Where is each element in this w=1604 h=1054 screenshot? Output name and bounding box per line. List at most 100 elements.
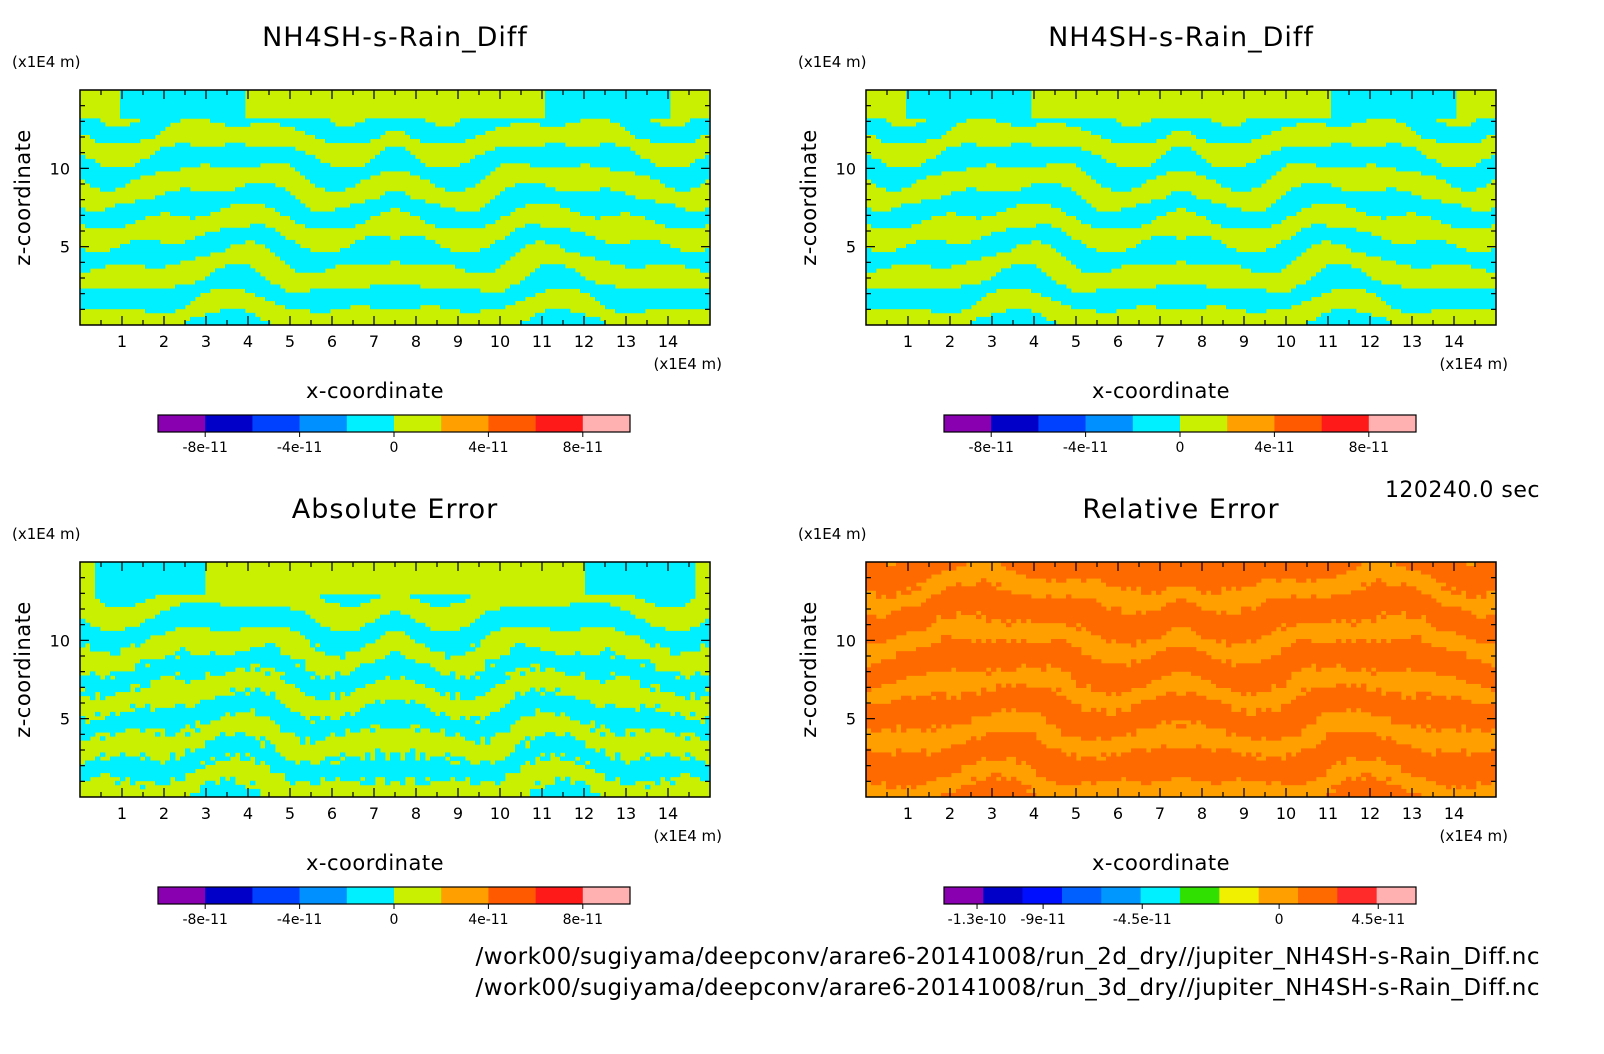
heatmap-cell bbox=[1291, 699, 1472, 705]
heatmap-cell bbox=[1406, 610, 1472, 616]
heatmap-cell bbox=[1321, 312, 1372, 318]
heatmap-cell bbox=[650, 138, 696, 144]
heatmap-cell bbox=[560, 756, 576, 761]
heatmap-cell bbox=[380, 724, 411, 729]
heatmap-cell bbox=[255, 239, 296, 245]
heatmap-cell bbox=[1211, 679, 1287, 684]
heatmap-cell bbox=[645, 752, 651, 757]
y-tick-label: 10 bbox=[836, 159, 856, 178]
heatmap-cell bbox=[1091, 707, 1097, 713]
heatmap-cell bbox=[95, 562, 206, 567]
heatmap-cell bbox=[245, 667, 251, 672]
heatmap-cell bbox=[555, 687, 561, 693]
heatmap-cell bbox=[1176, 724, 1187, 729]
heatmap-cell bbox=[866, 175, 927, 180]
heatmap-cell bbox=[130, 239, 161, 245]
heatmap-cell bbox=[150, 663, 251, 668]
heatmap-cell bbox=[1191, 720, 1197, 725]
heatmap-cell bbox=[1356, 776, 1362, 782]
heatmap-cell bbox=[1281, 239, 1322, 245]
heatmap-cell bbox=[495, 146, 631, 152]
heatmap-cell bbox=[1326, 732, 1377, 737]
heatmap-cell bbox=[1281, 707, 1347, 713]
x-tick-label: 7 bbox=[369, 332, 379, 351]
heatmap-cell bbox=[971, 320, 1057, 326]
heatmap-cell bbox=[1286, 756, 1347, 761]
heatmap-cell bbox=[1156, 651, 1207, 656]
x-axis-label: x-coordinate bbox=[306, 851, 444, 875]
heatmap-cell bbox=[1136, 243, 1227, 249]
heatmap-cell bbox=[1481, 158, 1497, 164]
heatmap-cell bbox=[80, 772, 101, 778]
heatmap-cell bbox=[310, 288, 481, 293]
heatmap-cell bbox=[545, 110, 671, 115]
heatmap-cell bbox=[305, 175, 371, 180]
heatmap-cell bbox=[936, 154, 1102, 160]
source-file-path-2d: /work00/sugiyama/deepconv/arare6-2014100… bbox=[475, 944, 1540, 970]
heatmap-cell bbox=[480, 720, 516, 725]
heatmap-cell bbox=[1336, 683, 1347, 688]
heatmap-cell bbox=[996, 683, 1002, 688]
heatmap-cell bbox=[1461, 187, 1477, 192]
heatmap-cell bbox=[95, 756, 101, 761]
x-unit-label: (x1E4 m) bbox=[1439, 827, 1508, 845]
heatmap-cell bbox=[470, 158, 651, 164]
heatmap-cell bbox=[700, 776, 711, 782]
heatmap-cell bbox=[95, 590, 206, 595]
heatmap-cell bbox=[695, 671, 701, 676]
heatmap-cell bbox=[360, 626, 431, 632]
x-tick-label: 2 bbox=[159, 804, 169, 823]
heatmap-cell bbox=[1261, 602, 1442, 607]
heatmap-cell bbox=[460, 162, 501, 168]
heatmap-cell bbox=[1266, 780, 1272, 786]
heatmap-cell bbox=[170, 211, 211, 216]
heatmap-cell bbox=[986, 732, 1037, 737]
heatmap-cell bbox=[1226, 732, 1232, 737]
heatmap-cell bbox=[85, 760, 161, 765]
heatmap-cell bbox=[1386, 187, 1397, 192]
heatmap-cell bbox=[1366, 586, 1417, 591]
heatmap-cell bbox=[390, 610, 401, 616]
heatmap-cell bbox=[410, 699, 416, 705]
heatmap-cell bbox=[585, 764, 711, 770]
heatmap-cell bbox=[695, 695, 701, 701]
colorbar: -8e-11 -4e-11 0 4e-11 8e-11 bbox=[157, 414, 631, 456]
heatmap-cell bbox=[986, 618, 992, 624]
heatmap-cell bbox=[615, 655, 626, 660]
heatmap-cell bbox=[355, 711, 436, 717]
heatmap-cell bbox=[280, 122, 336, 127]
heatmap-cell bbox=[575, 780, 586, 786]
heatmap-cell bbox=[100, 736, 106, 741]
heatmap-cell bbox=[80, 288, 211, 293]
heatmap-cell bbox=[1331, 142, 1352, 148]
heatmap-cell bbox=[1111, 752, 1117, 757]
heatmap-cell bbox=[80, 643, 86, 648]
heatmap-cell bbox=[1031, 183, 1062, 188]
heatmap-cell bbox=[340, 655, 346, 660]
heatmap-cell bbox=[460, 760, 471, 765]
heatmap-cell bbox=[1121, 586, 1127, 591]
heatmap-cell bbox=[1351, 590, 1422, 595]
heatmap-cell bbox=[1406, 695, 1412, 701]
heatmap-cell bbox=[961, 610, 977, 616]
heatmap-cell bbox=[80, 219, 136, 225]
heatmap-cell bbox=[645, 215, 711, 221]
heatmap-cell bbox=[866, 582, 917, 587]
heatmap-cell bbox=[355, 239, 436, 245]
heatmap-cell bbox=[1081, 756, 1097, 761]
heatmap-cell bbox=[1201, 675, 1292, 680]
heatmap-cell bbox=[1331, 239, 1392, 245]
heatmap-cell bbox=[460, 732, 496, 737]
heatmap-cell bbox=[1131, 643, 1137, 648]
heatmap-cell bbox=[1241, 122, 1297, 127]
heatmap-cell bbox=[400, 207, 456, 212]
heatmap-cell bbox=[135, 707, 151, 713]
heatmap-cell bbox=[440, 691, 446, 697]
heatmap-cell bbox=[555, 667, 656, 672]
heatmap-cell bbox=[460, 118, 581, 123]
heatmap-cell bbox=[220, 776, 226, 782]
colorbar-swatch bbox=[1062, 887, 1102, 904]
heatmap-cell bbox=[295, 683, 366, 688]
heatmap-cell bbox=[1041, 711, 1107, 717]
heatmap-cell bbox=[1331, 110, 1457, 115]
